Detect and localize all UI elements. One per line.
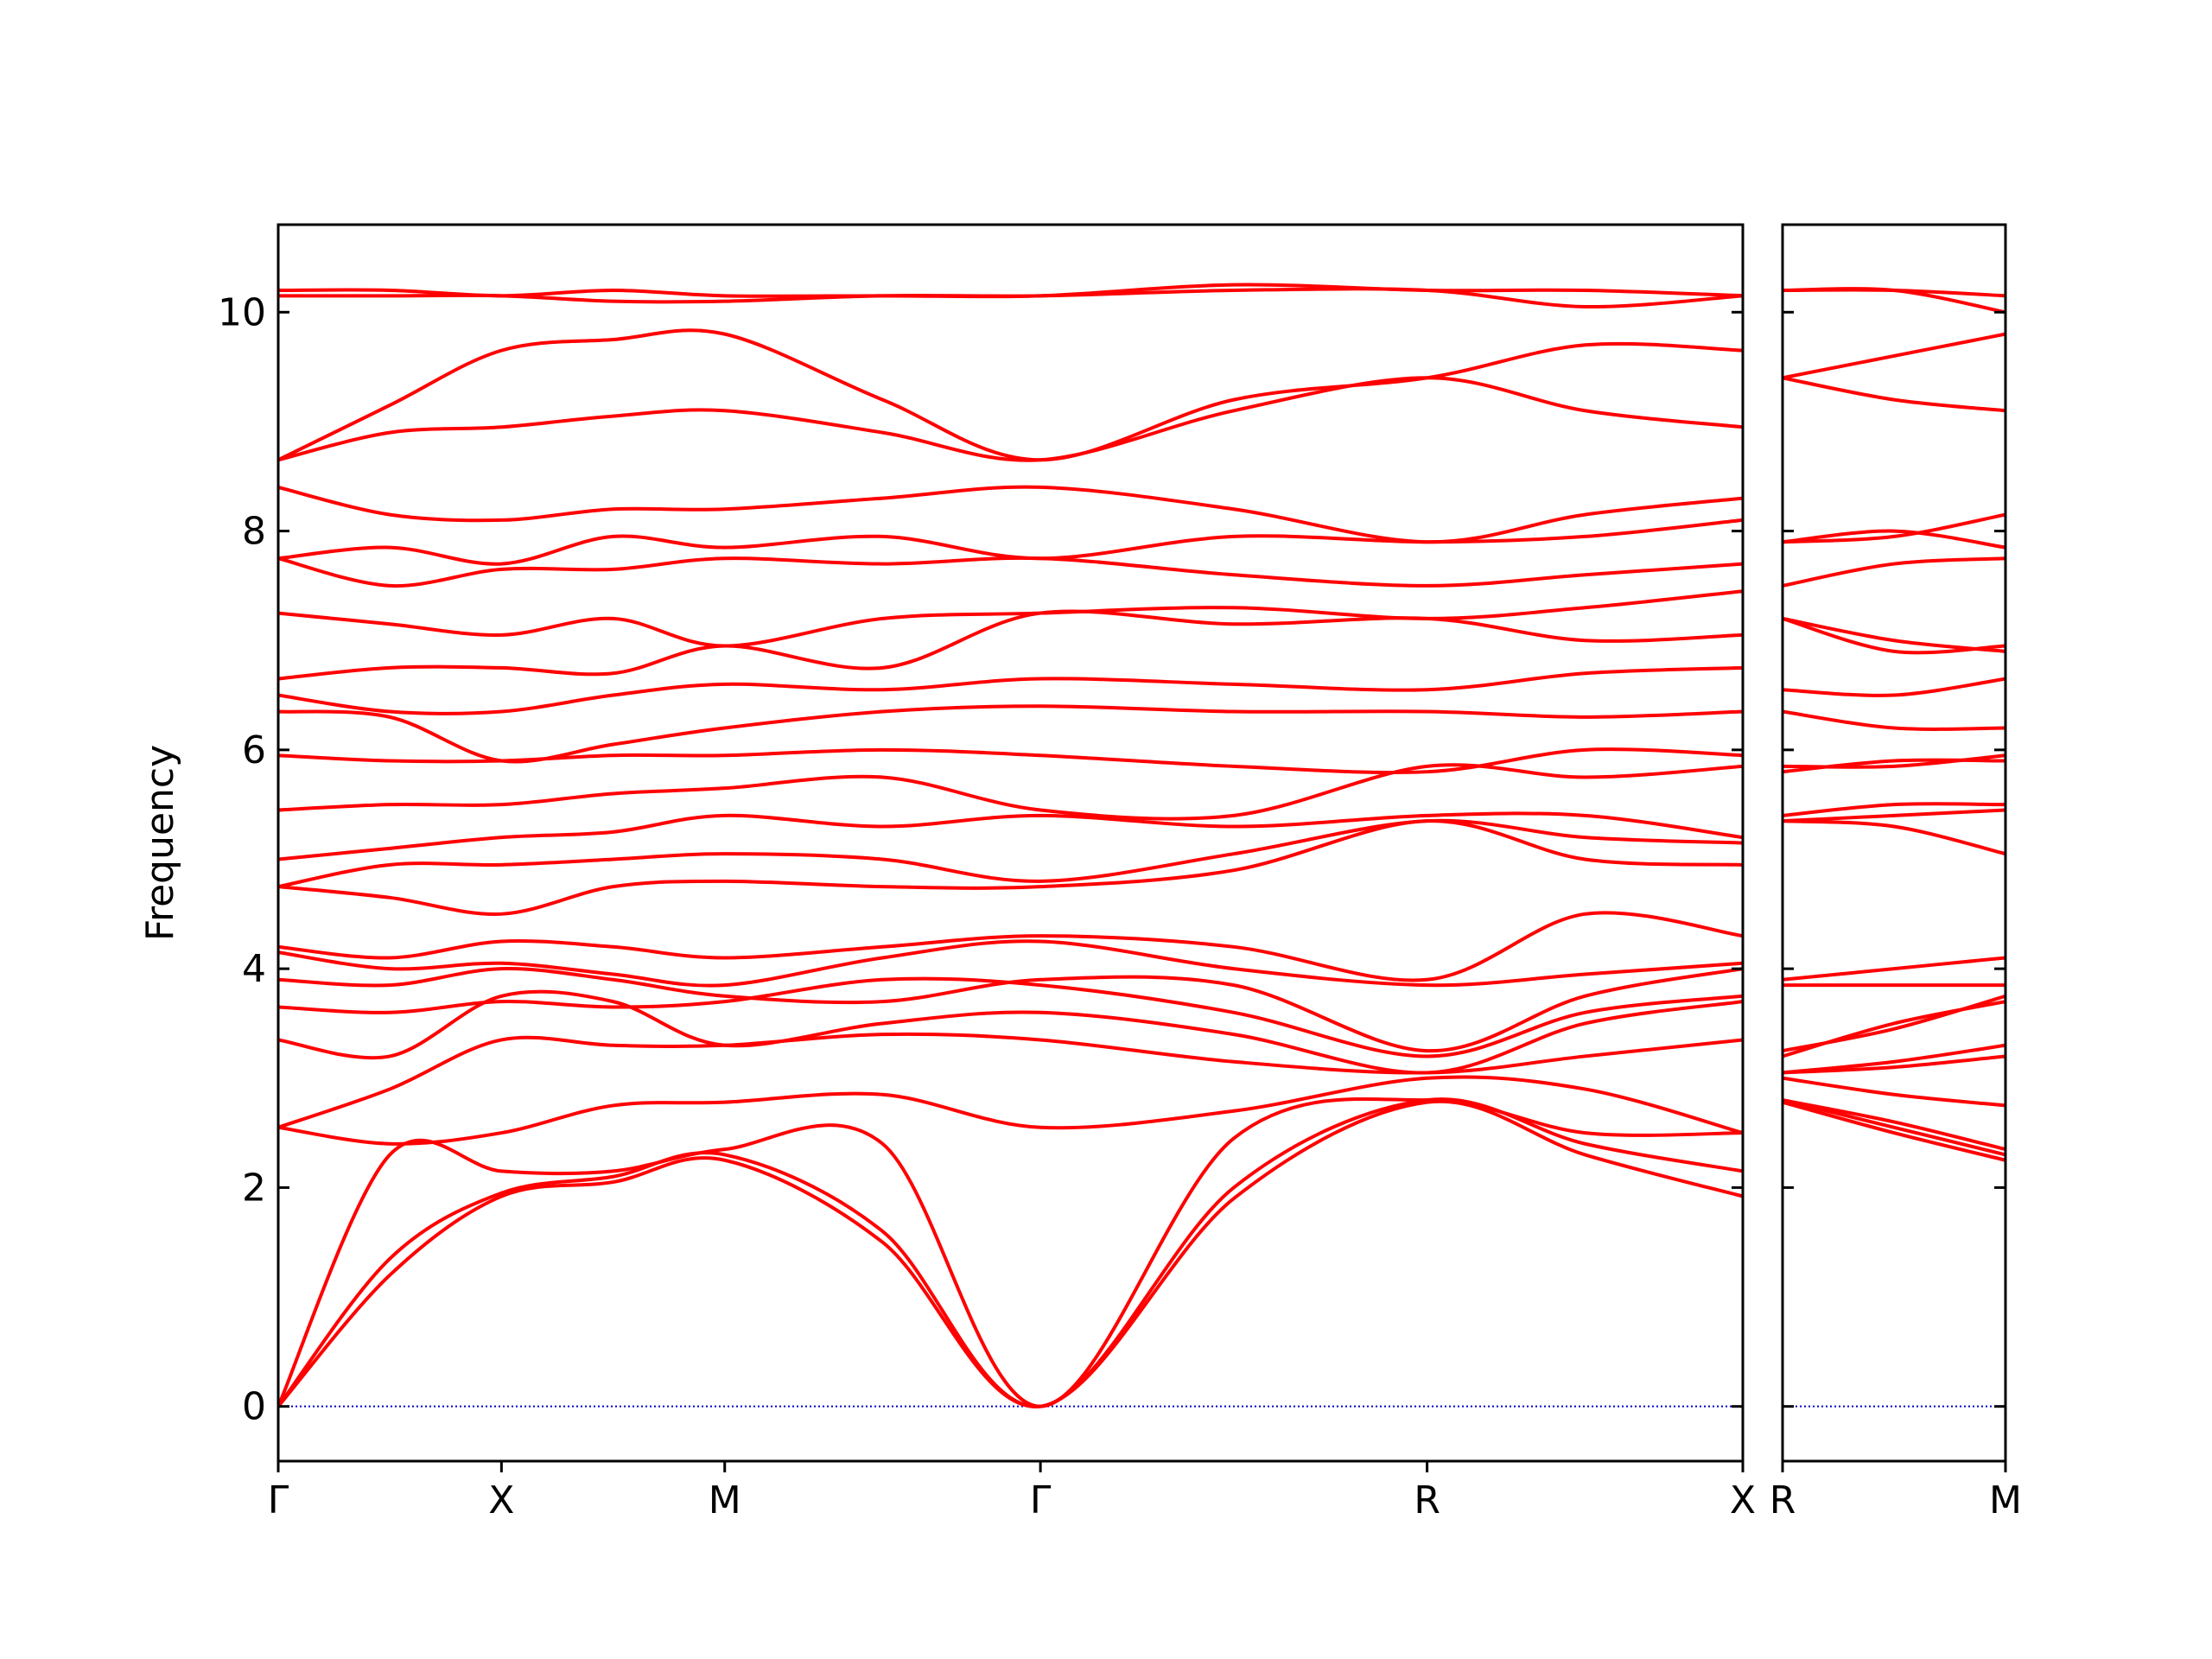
y-tick-label: 8 (242, 510, 266, 554)
x-tick-label: X (1730, 1478, 1756, 1522)
x-tick-label: X (488, 1478, 514, 1522)
y-tick-label: 6 (242, 728, 266, 772)
band (1783, 512, 2005, 544)
band (278, 747, 1743, 775)
band (278, 589, 1743, 648)
band (1783, 616, 2005, 653)
band (278, 967, 1743, 1053)
y-tick-label: 0 (242, 1385, 266, 1429)
x-tick-label: M (709, 1478, 741, 1522)
x-tick-label: R (1414, 1478, 1440, 1522)
band (278, 811, 1743, 861)
band (1783, 808, 2005, 823)
band (1783, 1100, 2005, 1162)
x-tick-label: R (1770, 1478, 1796, 1522)
band (1783, 556, 2005, 588)
y-tick-label: 10 (218, 290, 266, 334)
x-tick-label: Γ (1030, 1478, 1052, 1522)
y-axis-label: Frequency (138, 745, 182, 941)
band (1783, 994, 2005, 1053)
band (1783, 1043, 2005, 1075)
band (278, 911, 1743, 982)
band (1783, 709, 2005, 731)
band (278, 704, 1743, 764)
band (278, 518, 1743, 566)
band (278, 1099, 1743, 1408)
band (278, 665, 1743, 715)
band (278, 328, 1743, 462)
plot-area (278, 283, 1743, 1408)
x-tick-label: M (1989, 1478, 2022, 1522)
band (1783, 288, 2005, 298)
axes-frame (276, 223, 1745, 1463)
x-tick-label: Γ (268, 1478, 289, 1522)
band (1783, 332, 2005, 380)
band (278, 376, 1743, 462)
band (278, 818, 1743, 889)
band (1783, 1098, 2005, 1152)
axes-frame (1781, 223, 2007, 1463)
band (1783, 376, 2005, 413)
band (1783, 1076, 2005, 1108)
band (1783, 529, 2005, 550)
band (1783, 802, 2005, 817)
band (278, 1075, 1743, 1146)
band (1783, 753, 2005, 769)
band (1783, 1098, 2005, 1157)
band (278, 1096, 1743, 1408)
band (1783, 758, 2005, 774)
band (278, 1032, 1743, 1129)
band (278, 939, 1743, 988)
band (278, 819, 1743, 916)
band (1783, 677, 2005, 697)
band (1783, 1000, 2005, 1058)
band (278, 1097, 1743, 1408)
band (278, 556, 1743, 588)
band (1783, 819, 2005, 856)
plot-area (1783, 287, 2005, 1408)
band (278, 976, 1743, 1058)
band (278, 609, 1743, 681)
band (278, 283, 1743, 299)
y-tick-label: 4 (242, 947, 266, 991)
y-tick-label: 2 (242, 1166, 266, 1210)
band (1783, 956, 2005, 982)
band (278, 763, 1743, 821)
band (278, 485, 1743, 544)
